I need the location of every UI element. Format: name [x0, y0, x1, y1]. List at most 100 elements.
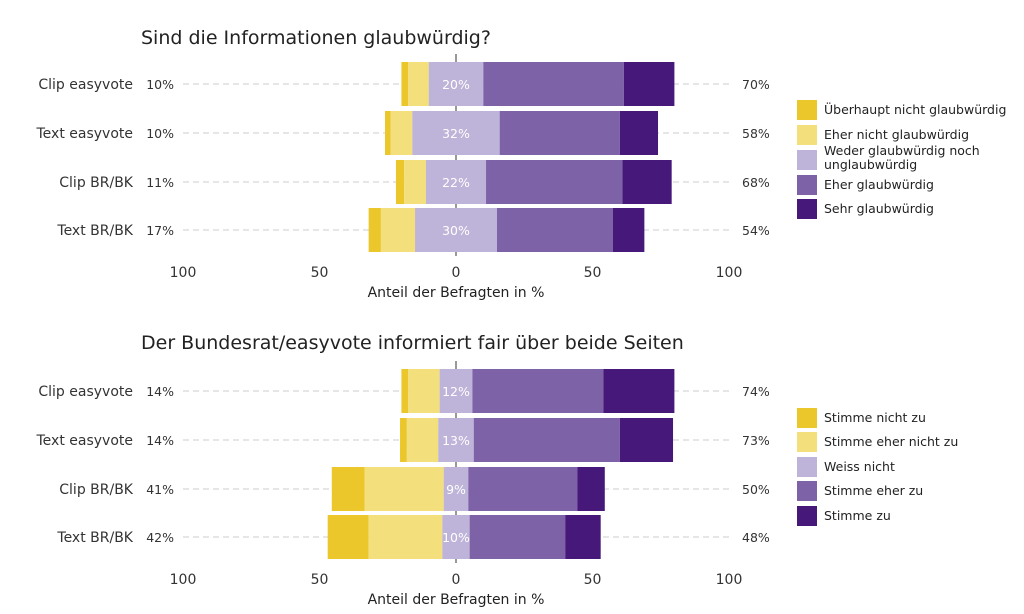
positive-share-label: 68%	[742, 175, 770, 190]
bar-segment	[469, 515, 566, 559]
category-label: Clip easyvote	[38, 384, 133, 400]
x-tick-label: 50	[584, 572, 602, 588]
x-axis-label: Anteil der Befragten in %	[368, 592, 545, 608]
legend: Stimme nicht zu Stimme eher nicht zu Weiss…	[797, 408, 958, 526]
bar-segment	[380, 208, 416, 252]
bar-segment	[499, 111, 620, 155]
legend-label: Eher nicht glaubwürdig	[824, 127, 969, 142]
bar-segment	[425, 160, 487, 204]
negative-share-label: 14%	[146, 433, 174, 448]
bar-segment	[404, 160, 426, 204]
legend-label: Überhaupt nicht glaubwürdig	[824, 101, 1006, 117]
positive-share-label: 70%	[742, 77, 770, 92]
bar-segment	[622, 160, 672, 204]
bar-segment	[385, 111, 391, 155]
negative-share-label: 14%	[146, 384, 174, 399]
bar-segment	[415, 208, 497, 252]
bar-segment	[395, 160, 405, 204]
bar-row	[327, 515, 601, 559]
category-label: Clip BR/BK	[59, 175, 134, 191]
category-label: Clip easyvote	[38, 77, 133, 93]
legend-label: Weder glaubwürdig noch unglaubwürdig	[824, 143, 980, 172]
bar-segment	[623, 62, 675, 106]
bar-segment	[412, 111, 500, 155]
bar-segment	[364, 467, 444, 511]
x-axis-label: Anteil der Befragten in %	[368, 285, 545, 301]
bar-segment	[428, 62, 484, 106]
positive-share-label: 48%	[742, 530, 770, 545]
legend-swatch	[797, 150, 817, 170]
category-label: Clip BR/BK	[59, 482, 134, 498]
neutral-share-label: 9%	[446, 482, 466, 497]
legend-swatch	[797, 408, 817, 428]
chart-panel-2: Der Bundesrat/easyvote informiert fair ü…	[36, 332, 959, 608]
negative-share-label: 41%	[146, 482, 174, 497]
bar-segment	[565, 515, 601, 559]
chart-panel-1: Sind die Informationen glaubwürdig? Clip …	[36, 27, 1007, 301]
legend-swatch	[797, 175, 817, 195]
bar-row	[401, 369, 675, 413]
legend-label: Eher glaubwürdig	[824, 177, 934, 192]
bar-segment	[406, 418, 439, 462]
legend-swatch	[797, 506, 817, 526]
bar-segment	[401, 369, 409, 413]
bar-row	[385, 111, 659, 155]
x-tick-label: 0	[452, 265, 461, 281]
legend: Überhaupt nicht glaubwürdig Eher nicht gl…	[797, 100, 1006, 219]
bar-segment	[368, 208, 381, 252]
bar-segment	[473, 418, 620, 462]
positive-share-label: 50%	[742, 482, 770, 497]
bar-segment	[390, 111, 413, 155]
bar-segment	[400, 418, 407, 462]
category-label: Text BR/BK	[56, 530, 133, 546]
bar-segment	[619, 111, 659, 155]
legend-swatch	[797, 481, 817, 501]
bar-segment	[577, 467, 605, 511]
neutral-share-label: 12%	[442, 384, 470, 399]
bar-row	[401, 62, 675, 106]
bar-segment	[442, 515, 470, 559]
bar-segment	[483, 62, 624, 106]
x-tick-label: 100	[170, 265, 197, 281]
x-tick-label: 100	[716, 265, 743, 281]
positive-share-label: 73%	[742, 433, 770, 448]
legend-label: Sehr glaubwürdig	[824, 201, 934, 216]
bar-segment	[368, 515, 443, 559]
bar-segment	[327, 515, 369, 559]
legend-label: Stimme eher zu	[824, 483, 923, 498]
neutral-share-label: 30%	[442, 223, 470, 238]
x-tick-label: 100	[716, 572, 743, 588]
legend-swatch	[797, 100, 817, 120]
positive-share-label: 54%	[742, 223, 770, 238]
legend-label: Stimme zu	[824, 508, 891, 523]
legend-label: Stimme eher nicht zu	[824, 434, 958, 449]
chart-title: Der Bundesrat/easyvote informiert fair ü…	[141, 332, 684, 354]
bar-segment	[472, 369, 604, 413]
bar-segment	[443, 467, 469, 511]
bar-segment	[331, 467, 365, 511]
positive-share-label: 74%	[742, 384, 770, 399]
legend-swatch	[797, 199, 817, 219]
category-label: Text easyvote	[36, 433, 134, 449]
neutral-share-label: 13%	[442, 433, 470, 448]
bar-segment	[439, 369, 473, 413]
bar-segment	[468, 467, 578, 511]
x-tick-label: 50	[584, 265, 602, 281]
bar-segment	[496, 208, 613, 252]
bar-segment	[438, 418, 474, 462]
bar-segment	[401, 62, 409, 106]
negative-share-label: 10%	[146, 126, 174, 141]
chart-title: Sind die Informationen glaubwürdig?	[141, 27, 491, 49]
bar-row	[331, 467, 605, 511]
category-label: Text easyvote	[36, 126, 134, 142]
neutral-share-label: 20%	[442, 77, 470, 92]
x-tick-label: 50	[311, 265, 329, 281]
x-tick-label: 0	[452, 572, 461, 588]
bar-segment	[619, 418, 674, 462]
legend-label: Stimme nicht zu	[824, 410, 926, 425]
legend-swatch	[797, 125, 817, 145]
legend-swatch	[797, 432, 817, 452]
category-label: Text BR/BK	[56, 223, 133, 239]
